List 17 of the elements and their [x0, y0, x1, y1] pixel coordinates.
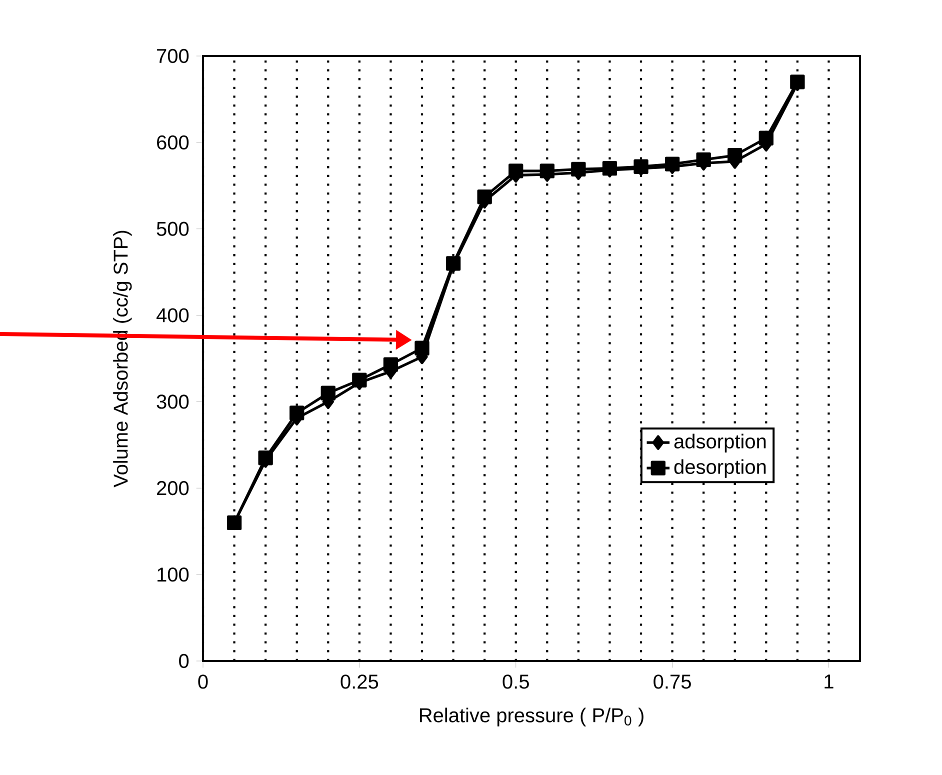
y-tick-label: 400 — [156, 308, 189, 322]
x-tick-label: 1 — [824, 674, 834, 688]
y-tick-label: 200 — [157, 481, 189, 496]
x-tick-label: 0.75 — [654, 674, 691, 689]
legend-label: desorption — [674, 459, 766, 478]
x-tick-label: 0.25 — [340, 674, 378, 689]
x-axis-title: Relative pressure ( P/P$_{0}$ ) — [420, 708, 644, 726]
y-tick-label: 600 — [157, 135, 189, 150]
x-tick-label: 0 — [198, 674, 208, 689]
y-axis-title: Volume Adsorbed (cc/g STP) — [113, 230, 132, 488]
y-tick-label: 500 — [156, 222, 189, 236]
y-tick-label: 300 — [156, 394, 189, 409]
y-tick-label: 700 — [157, 48, 189, 64]
y-tick-label: 0 — [179, 654, 189, 668]
x-tick-label: 0.5 — [502, 674, 529, 689]
y-tick-label: 100 — [158, 567, 189, 582]
legend-label: adsorption — [674, 434, 766, 452]
